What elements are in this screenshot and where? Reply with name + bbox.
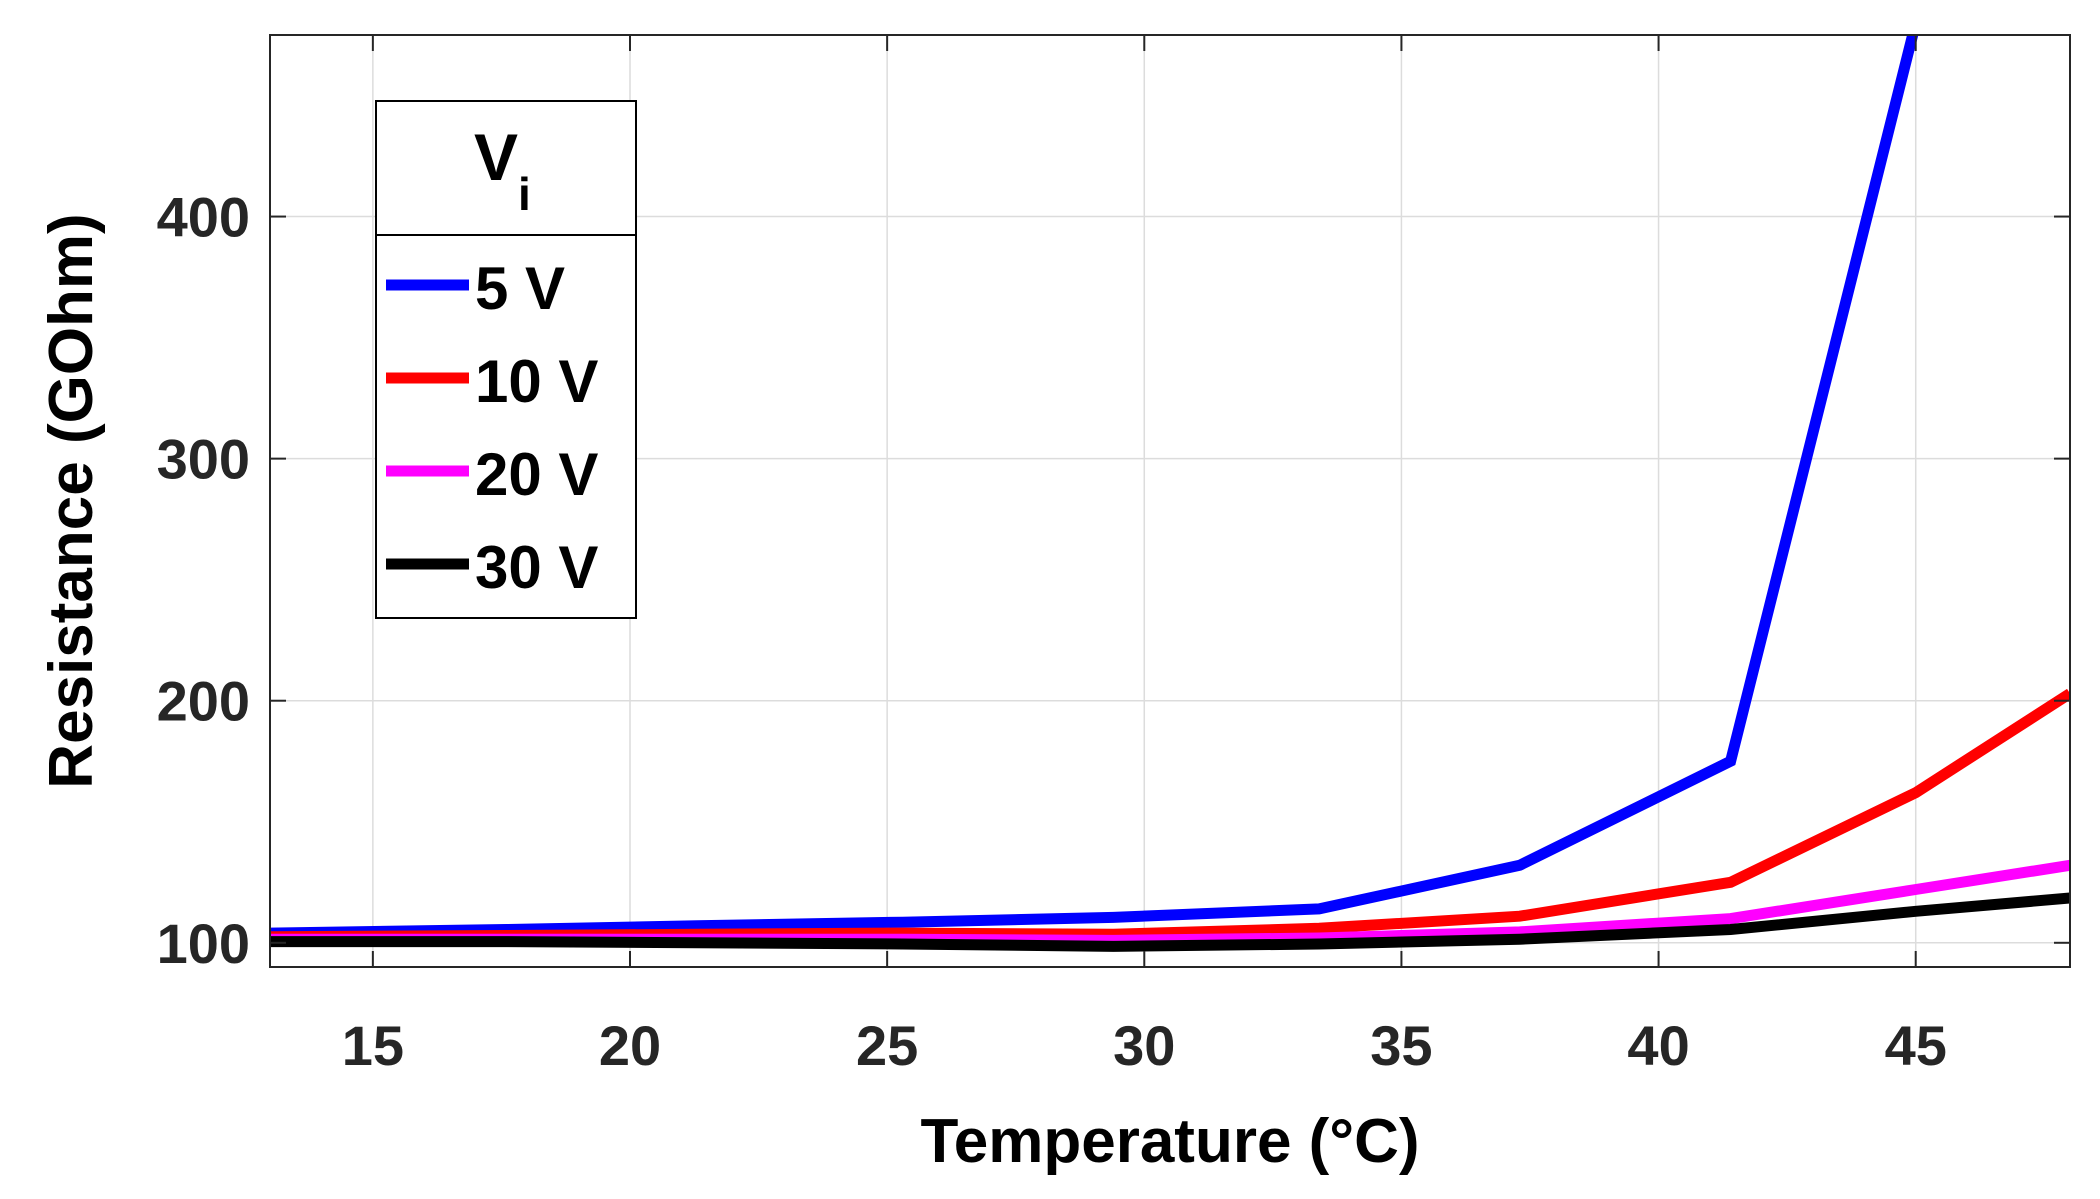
- x-tick-label: 35: [1370, 1014, 1432, 1077]
- legend: Vi 5 V 10 V 20 V 30 V: [375, 100, 637, 619]
- y-axis-label: Resistance (GOhm): [37, 213, 106, 788]
- x-tick-label: 15: [342, 1014, 404, 1077]
- x-tick-label: 30: [1113, 1014, 1175, 1077]
- y-tick-label: 100: [157, 912, 250, 975]
- legend-box: [375, 100, 637, 619]
- series-line-5v: [270, 35, 1919, 939]
- x-tick-label: 20: [599, 1014, 661, 1077]
- legend-label-10v: 10 V: [475, 348, 598, 415]
- series-line-30v: [270, 892, 2070, 952]
- legend-label-5v: 5 V: [475, 255, 565, 322]
- plot-frame: [269, 34, 2071, 968]
- legend-label-20v: 20 V: [475, 441, 598, 508]
- x-tick-label: 45: [1885, 1014, 1947, 1077]
- y-tick-label: 300: [157, 428, 250, 491]
- x-tick-label: 40: [1627, 1014, 1689, 1077]
- legend-title-main: V: [474, 120, 518, 194]
- series-group: [270, 35, 2070, 952]
- legend-label-30v: 30 V: [475, 534, 598, 601]
- x-axis-label: Temperature (°C): [920, 1107, 1419, 1176]
- legend-title: Vi: [474, 120, 531, 220]
- x-tick-label: 25: [856, 1014, 918, 1077]
- axis-ticks: 15 20 25 30 35 40 45 100 200 300 400: [157, 35, 2070, 1077]
- y-tick-label: 200: [157, 670, 250, 733]
- legend-entries: 5 V 10 V 20 V 30 V: [386, 255, 598, 601]
- y-tick-label: 400: [157, 186, 250, 249]
- legend-title-subscript: i: [518, 168, 531, 220]
